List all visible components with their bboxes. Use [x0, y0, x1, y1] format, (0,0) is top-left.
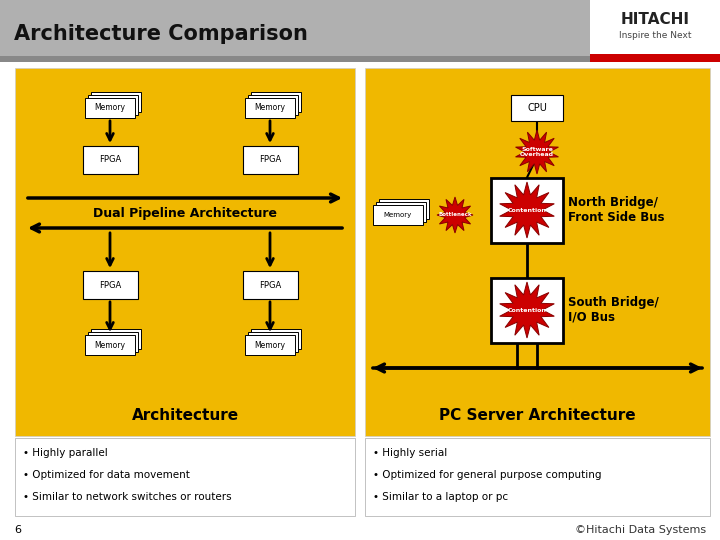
Text: Architecture Comparison: Architecture Comparison — [14, 24, 308, 44]
Text: North Bridge/
Front Side Bus: North Bridge/ Front Side Bus — [568, 196, 665, 224]
Text: Architecture: Architecture — [132, 408, 238, 422]
Text: PC Server Architecture: PC Server Architecture — [438, 408, 635, 422]
Bar — [91, 92, 141, 112]
Bar — [0, 0, 720, 60]
Text: Memory: Memory — [254, 104, 286, 112]
Bar — [83, 271, 138, 299]
Bar — [365, 438, 710, 516]
Text: Software
Overhead: Software Overhead — [520, 146, 554, 157]
Text: Memory: Memory — [94, 104, 125, 112]
Bar — [88, 332, 138, 352]
Bar — [245, 335, 295, 355]
Bar — [15, 438, 355, 516]
Text: 6: 6 — [14, 525, 21, 535]
Text: • Optimized for data movement: • Optimized for data movement — [23, 470, 190, 480]
Bar — [15, 68, 355, 436]
Text: Memory: Memory — [384, 212, 412, 218]
Text: Memory: Memory — [254, 341, 286, 349]
Text: FPGA: FPGA — [99, 156, 121, 165]
Text: HITACHI: HITACHI — [621, 12, 690, 28]
Text: Bottleneck: Bottleneck — [438, 213, 472, 218]
Bar — [379, 199, 429, 219]
Text: • Similar to a laptop or pc: • Similar to a laptop or pc — [373, 492, 508, 502]
Bar — [83, 146, 138, 174]
Bar — [376, 202, 426, 222]
Bar — [245, 98, 295, 118]
Polygon shape — [437, 197, 473, 233]
Bar — [91, 329, 141, 349]
Bar — [373, 205, 423, 225]
Bar — [251, 329, 301, 349]
Bar — [511, 95, 563, 121]
Bar — [590, 0, 720, 56]
Text: • Highly parallel: • Highly parallel — [23, 448, 108, 458]
Bar — [248, 95, 298, 115]
Text: FPGA: FPGA — [99, 280, 121, 289]
Bar — [491, 278, 563, 342]
Bar — [88, 95, 138, 115]
Text: South Bridge/
I/O Bus: South Bridge/ I/O Bus — [568, 296, 659, 324]
Text: Contention: Contention — [508, 207, 546, 213]
Bar — [251, 92, 301, 112]
Text: FPGA: FPGA — [259, 280, 281, 289]
Bar — [85, 335, 135, 355]
Text: ©Hitachi Data Systems: ©Hitachi Data Systems — [575, 525, 706, 535]
Bar — [491, 178, 563, 242]
Text: Contention: Contention — [508, 307, 546, 313]
Polygon shape — [516, 130, 559, 174]
Text: Memory: Memory — [94, 341, 125, 349]
Bar — [590, 54, 720, 62]
Text: FPGA: FPGA — [259, 156, 281, 165]
Bar — [248, 332, 298, 352]
Text: Dual Pipeline Architecture: Dual Pipeline Architecture — [93, 206, 277, 219]
Bar — [243, 271, 297, 299]
Text: • Optimized for general purpose computing: • Optimized for general purpose computin… — [373, 470, 601, 480]
Bar — [243, 146, 297, 174]
Text: • Similar to network switches or routers: • Similar to network switches or routers — [23, 492, 232, 502]
Text: • Highly serial: • Highly serial — [373, 448, 447, 458]
Text: Inspire the Next: Inspire the Next — [618, 31, 691, 40]
Bar — [0, 56, 720, 62]
Text: CPU: CPU — [527, 103, 547, 113]
Bar — [365, 68, 710, 436]
Bar — [85, 98, 135, 118]
Polygon shape — [500, 182, 554, 238]
Polygon shape — [500, 282, 554, 338]
